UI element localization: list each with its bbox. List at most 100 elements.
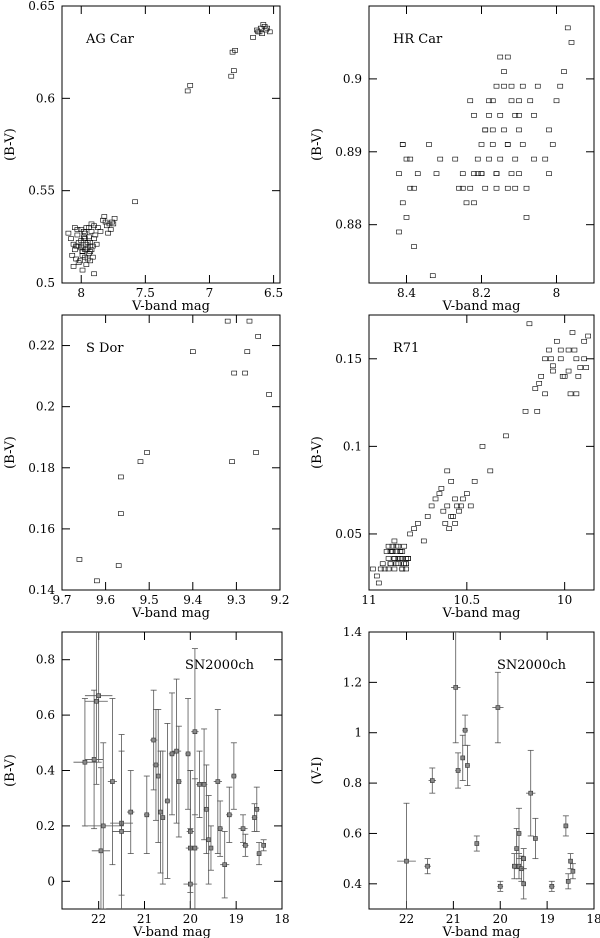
data-point (486, 98, 492, 104)
data-point (115, 563, 122, 568)
data-point (497, 113, 504, 118)
data-point (573, 356, 580, 362)
data-point (569, 330, 576, 335)
data-point (399, 200, 406, 206)
y-tick-label: 0.8 (343, 776, 362, 790)
data-point (192, 729, 198, 735)
data-point (542, 356, 548, 362)
data-point (387, 549, 394, 554)
data-point (523, 215, 530, 220)
y-tick-label: 0.8 (36, 653, 55, 667)
data-point (65, 230, 72, 236)
data-point (474, 156, 481, 162)
data-point (397, 549, 404, 554)
x-tick-label: 20 (493, 912, 508, 926)
data-point (385, 543, 392, 549)
y-tick-label: 0.4 (36, 764, 55, 778)
x-tick-label: 20 (183, 912, 198, 926)
y-axis-label: (B-V) (310, 128, 325, 161)
data-point (471, 171, 477, 176)
data-point (393, 561, 400, 567)
chart-panel: 9.7 9.6 9.5 9.4 9.3 9.2 0.14 0.16 0.18 0.2 0.22 V-b… (3, 314, 290, 621)
data-point (564, 25, 571, 31)
data-point (548, 356, 554, 362)
data-point (224, 318, 231, 324)
data-point (403, 556, 409, 561)
y-axis-label: (B-V) (3, 128, 18, 161)
x-axis-label: V-band mag (442, 925, 521, 938)
data-point (456, 185, 462, 191)
y-tick-label: 0.15 (335, 352, 362, 366)
data-point (389, 549, 396, 554)
data-point (467, 185, 474, 191)
data-point (442, 521, 449, 526)
y-tick-label: 0.14 (28, 583, 55, 597)
data-point (75, 260, 82, 265)
data-point (399, 556, 406, 561)
data-point (585, 333, 591, 339)
data-point (464, 491, 470, 496)
data-point (573, 391, 580, 397)
data-point (374, 573, 380, 579)
data-point (557, 347, 564, 353)
y-tick-label: 0.1 (343, 439, 362, 453)
data-point (401, 543, 408, 549)
data-point (92, 232, 99, 238)
x-tick-label: 7.5 (136, 286, 155, 300)
data-point (508, 98, 515, 104)
data-point (401, 561, 408, 567)
data-point (395, 561, 402, 567)
data-point (94, 698, 99, 704)
data-point (184, 88, 191, 94)
data-point (261, 842, 266, 848)
data-point (581, 356, 588, 362)
data-point (407, 531, 413, 537)
data-point (567, 391, 574, 397)
data-point (528, 790, 534, 796)
data-point (255, 334, 261, 339)
data-point (74, 227, 81, 232)
data-point (83, 247, 90, 253)
data-point (206, 837, 211, 843)
data-point (91, 236, 97, 241)
data-point (463, 200, 470, 206)
y-tick-label: 0.6 (343, 826, 362, 840)
data-point (204, 806, 209, 812)
data-point (201, 782, 207, 787)
data-point (188, 881, 193, 887)
data-point (493, 83, 500, 89)
y-tick-label: 0.65 (28, 0, 55, 13)
y-axis-label: (B-V) (3, 754, 18, 787)
data-series (396, 25, 575, 279)
x-axis-label: V-band mag (442, 299, 521, 314)
data-point (546, 127, 552, 133)
data-point (411, 185, 417, 191)
x-tick-label: 8 (77, 286, 85, 300)
data-point (111, 216, 118, 221)
data-point (110, 221, 117, 227)
panel-title: R71 (393, 341, 419, 356)
data-point (521, 881, 526, 887)
data-point (379, 561, 386, 567)
data-point (527, 98, 534, 104)
data-point (561, 374, 568, 379)
data-point (118, 474, 124, 480)
data-point (516, 113, 522, 118)
data-point (508, 171, 515, 176)
data-point (83, 262, 90, 267)
data-point (208, 845, 214, 851)
data-point (391, 538, 398, 544)
data-point (570, 868, 576, 874)
y-tick-label: 1 (354, 726, 362, 740)
x-tick-label: 8 (553, 286, 561, 300)
data-point (538, 374, 544, 379)
data-point (460, 755, 466, 761)
data-point (395, 561, 402, 567)
x-tick-label: 7 (206, 286, 214, 300)
data-point (452, 521, 458, 526)
data-point (370, 566, 376, 572)
chart-panel: 8 7.5 7 6.5 0.5 0.55 0.6 0.65 V-band mag (B-V) AG … (3, 0, 283, 314)
data-point (243, 842, 248, 848)
data-point (391, 566, 398, 572)
data-point (534, 83, 541, 89)
